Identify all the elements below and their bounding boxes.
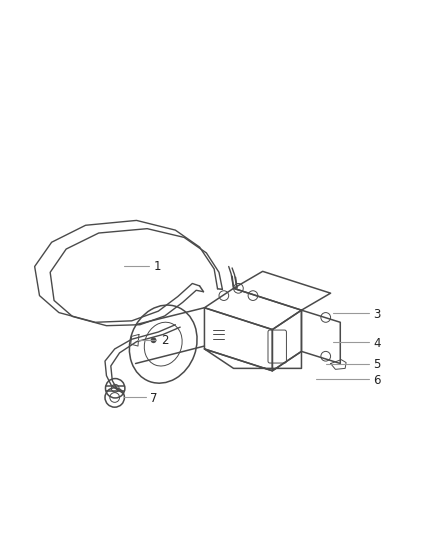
Text: 5: 5 <box>373 359 381 372</box>
Text: 2: 2 <box>161 334 168 347</box>
Text: 6: 6 <box>373 374 381 387</box>
Circle shape <box>151 337 156 343</box>
Text: 4: 4 <box>373 337 381 350</box>
Text: 7: 7 <box>150 392 158 405</box>
Text: 3: 3 <box>373 308 381 320</box>
Text: 1: 1 <box>153 260 161 273</box>
